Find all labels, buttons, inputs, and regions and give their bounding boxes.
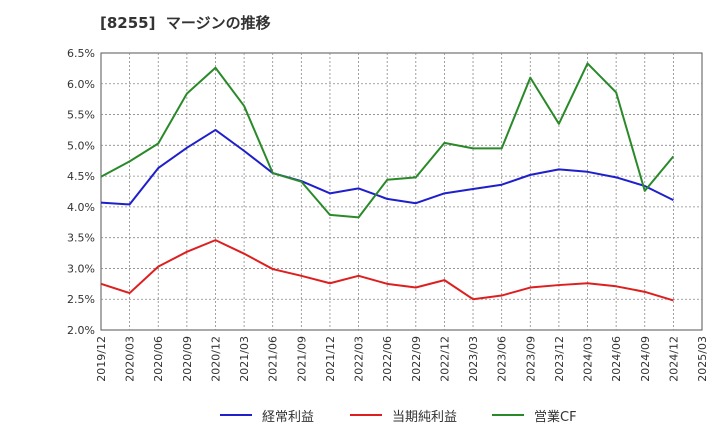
x-tick-label: 2024/06 <box>610 336 623 382</box>
x-tick-label: 2020/03 <box>124 336 137 382</box>
x-tick-label: 2021/06 <box>267 336 280 382</box>
y-tick-label: 4.0% <box>67 201 95 214</box>
x-tick-label: 2021/03 <box>238 336 251 382</box>
grid <box>100 52 703 331</box>
x-tick-label: 2022/09 <box>410 336 423 382</box>
x-tick-label: 2023/09 <box>524 336 537 382</box>
series-line-2 <box>100 62 675 219</box>
x-tick-label: 2024/09 <box>639 336 652 382</box>
legend-label-ordinary-profit: 経常利益 <box>262 409 315 425</box>
x-tick-label: 2023/12 <box>553 336 566 382</box>
legend-item-ordinary-profit: 経常利益 <box>220 404 314 426</box>
x-tick-label: 2022/06 <box>381 336 394 382</box>
x-tick-label: 2020/12 <box>209 336 222 382</box>
y-tick-label: 3.5% <box>67 232 95 245</box>
x-tick-label: 2025/03 <box>696 336 709 382</box>
x-tick-label: 2021/09 <box>295 336 308 382</box>
x-tick-label: 2020/06 <box>152 336 165 382</box>
x-tick-label: 2021/12 <box>324 336 337 382</box>
plot-frame <box>100 52 703 331</box>
legend: 経常利益 当期純利益 営業CF <box>0 404 720 426</box>
y-tick-label: 6.5% <box>67 47 95 60</box>
axes: 2.0% 2.5% 3.0% 3.5% 4.0% 4.5% 5.0% 5.5% 6.0% 6.5%… <box>67 47 709 382</box>
series <box>100 62 675 302</box>
x-tick-label: 2023/03 <box>467 336 480 382</box>
y-tick-label: 3.0% <box>67 262 95 275</box>
chart-title: [8255] マージンの推移 <box>100 14 271 32</box>
x-tick-label: 2022/03 <box>353 336 366 382</box>
legend-item-net-income: 当期純利益 <box>350 404 457 426</box>
x-tick-label: 2024/03 <box>582 336 595 382</box>
legend-swatch-net-income <box>350 414 382 416</box>
y-tick-label: 5.0% <box>67 139 95 152</box>
x-tick-label: 2022/12 <box>438 336 451 382</box>
y-tick-label: 6.0% <box>67 78 95 91</box>
legend-label-operating-cf: 営業CF <box>534 409 577 425</box>
legend-swatch-ordinary-profit <box>220 414 252 416</box>
legend-label-net-income: 当期純利益 <box>392 409 458 425</box>
x-tick-label: 2020/09 <box>181 336 194 382</box>
y-tick-label: 4.5% <box>67 170 95 183</box>
y-tick-label: 2.0% <box>67 324 95 337</box>
y-tick-label: 5.5% <box>67 109 95 122</box>
x-tick-label: 2024/12 <box>667 336 680 382</box>
legend-swatch-operating-cf <box>492 414 524 416</box>
series-line-1 <box>100 239 674 302</box>
series-line-0 <box>100 128 674 206</box>
legend-item-operating-cf: 営業CF <box>492 404 577 426</box>
y-tick-label: 2.5% <box>67 293 95 306</box>
x-tick-label: 2023/06 <box>496 336 509 382</box>
x-tick-label: 2019/12 <box>95 336 108 382</box>
